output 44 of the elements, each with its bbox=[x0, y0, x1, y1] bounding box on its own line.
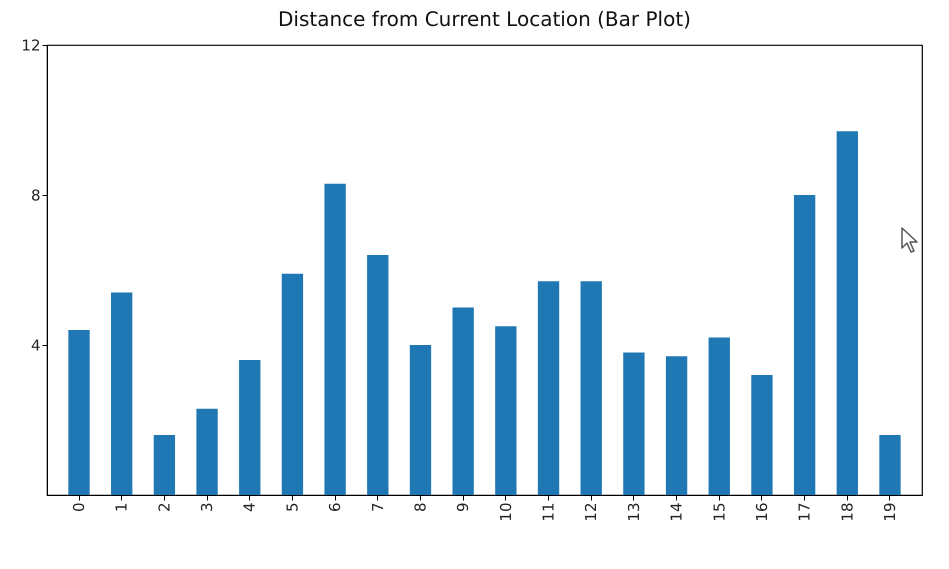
bar bbox=[794, 195, 816, 495]
x-tick-label: 15 bbox=[710, 502, 728, 522]
x-tick-label: 14 bbox=[668, 502, 686, 522]
bar bbox=[623, 352, 645, 495]
x-tick-label: 6 bbox=[326, 502, 344, 512]
x-tick-label: 12 bbox=[582, 502, 600, 522]
x-tick-label: 10 bbox=[496, 502, 515, 522]
bar bbox=[452, 308, 474, 495]
bar bbox=[751, 375, 773, 495]
bar bbox=[154, 435, 176, 495]
chart-title: Distance from Current Location (Bar Plot) bbox=[278, 7, 691, 31]
x-tick-label: 13 bbox=[624, 502, 643, 522]
bar bbox=[111, 292, 132, 495]
x-tick-label: 7 bbox=[368, 502, 387, 512]
x-tick-label: 11 bbox=[540, 502, 558, 522]
x-tick-label: 18 bbox=[838, 502, 856, 522]
x-tick-label: 0 bbox=[70, 502, 88, 512]
bar bbox=[708, 338, 730, 495]
x-tick-label: 4 bbox=[240, 502, 259, 512]
bar bbox=[879, 435, 901, 495]
x-tick-label: 17 bbox=[796, 502, 814, 522]
bar bbox=[68, 330, 90, 495]
x-tick-label: 8 bbox=[411, 502, 430, 512]
bar bbox=[580, 281, 602, 495]
y-tick-label: 4 bbox=[30, 336, 40, 354]
x-tick-label: 19 bbox=[880, 502, 899, 522]
bar bbox=[367, 255, 388, 495]
x-tick-label: 2 bbox=[155, 502, 174, 512]
bar bbox=[410, 345, 432, 495]
bar bbox=[324, 184, 346, 495]
bar bbox=[666, 356, 688, 495]
y-tick-label: 8 bbox=[30, 186, 40, 204]
bar bbox=[196, 408, 218, 495]
bar bbox=[239, 360, 260, 495]
bar bbox=[836, 131, 858, 495]
bar bbox=[538, 281, 560, 495]
x-tick-label: 9 bbox=[454, 502, 472, 512]
x-tick-label: 16 bbox=[752, 502, 771, 522]
bar bbox=[495, 326, 517, 495]
x-tick-label: 5 bbox=[283, 502, 302, 512]
x-tick-label: 3 bbox=[198, 502, 216, 512]
y-tick-label: 12 bbox=[21, 36, 40, 54]
bar bbox=[282, 274, 304, 495]
x-tick-label: 1 bbox=[112, 502, 131, 512]
